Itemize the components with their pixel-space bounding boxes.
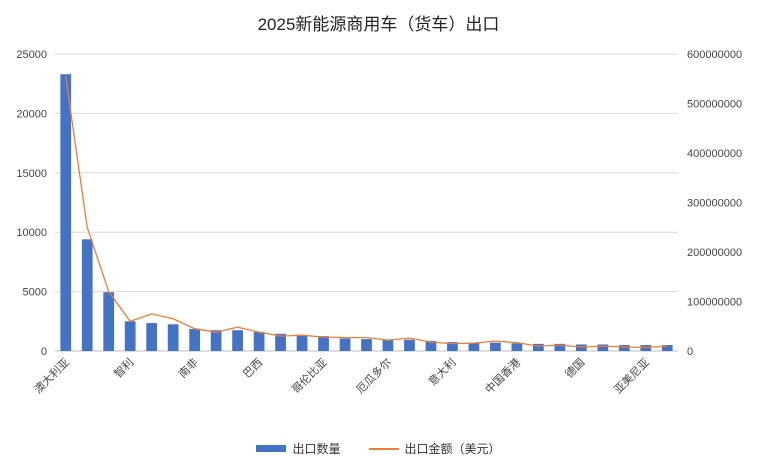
x-tick-label: 智利 [111,355,136,380]
y-left-tick-label: 5000 [23,287,47,299]
legend-label-amount: 出口金额（美元） [404,442,501,456]
bar [81,239,93,351]
bar [618,345,630,351]
legend-item-quantity: 出口数量 [256,440,341,457]
x-tick-label: 中国香港 [483,356,523,396]
legend: 出口数量 出口金额（美元） [0,440,757,457]
legend-label-quantity: 出口数量 [292,442,341,456]
x-tick-label: 意大利 [425,355,458,388]
y-right-tick-label: 500000000 [687,99,742,111]
bar [425,340,437,351]
bar [361,339,372,351]
y-right-tick-label: 400000000 [687,148,742,160]
bar [447,342,458,351]
bar [554,343,566,351]
y-left-tick-label: 15000 [16,168,47,180]
bar [404,339,415,351]
bar [339,338,351,351]
y-left-tick-label: 25000 [16,49,47,61]
bar [597,344,609,351]
y-right-tick-label: 0 [687,346,693,358]
x-tick-label: 澳大利亚 [31,355,72,396]
x-tick-label: 巴西 [241,357,265,381]
legend-swatch-bar [256,445,287,452]
y-right-tick-label: 200000000 [687,247,742,259]
bar [318,336,329,351]
bar [575,344,587,351]
y-left-tick-label: 20000 [16,108,47,120]
chart-title: 2025新能源商用车（货车）出口 [257,15,500,34]
legend-swatch-line [368,447,399,450]
bar [60,74,72,352]
bar [275,333,286,351]
y-right-tick-label: 300000000 [687,198,742,210]
y-left-tick-label: 0 [41,346,47,358]
bar [167,324,179,351]
bar [253,331,265,351]
bar [661,345,673,351]
legend-item-amount: 出口金额（美元） [368,440,501,457]
bar [296,335,308,351]
y-right-tick-label: 100000000 [687,297,742,309]
y-left-tick-label: 10000 [16,227,47,239]
bar [468,342,480,351]
x-tick-label: 南非 [176,356,201,381]
bar [490,342,501,351]
bar [189,329,201,351]
y-right-tick-label: 600000000 [687,49,742,61]
x-tick-label: 哥伦比亚 [289,355,330,396]
line-series-amount [65,76,668,349]
bar [511,343,523,351]
bar [146,323,158,351]
bar [103,292,115,351]
bar [124,321,136,351]
x-tick-label: 德国 [562,355,587,380]
bar [210,330,222,351]
bar [232,330,243,351]
bar [532,343,544,351]
x-tick-label: 亚美尼亚 [612,356,652,396]
x-tick-label: 厄瓜多尔 [353,355,394,396]
bar [382,339,394,351]
